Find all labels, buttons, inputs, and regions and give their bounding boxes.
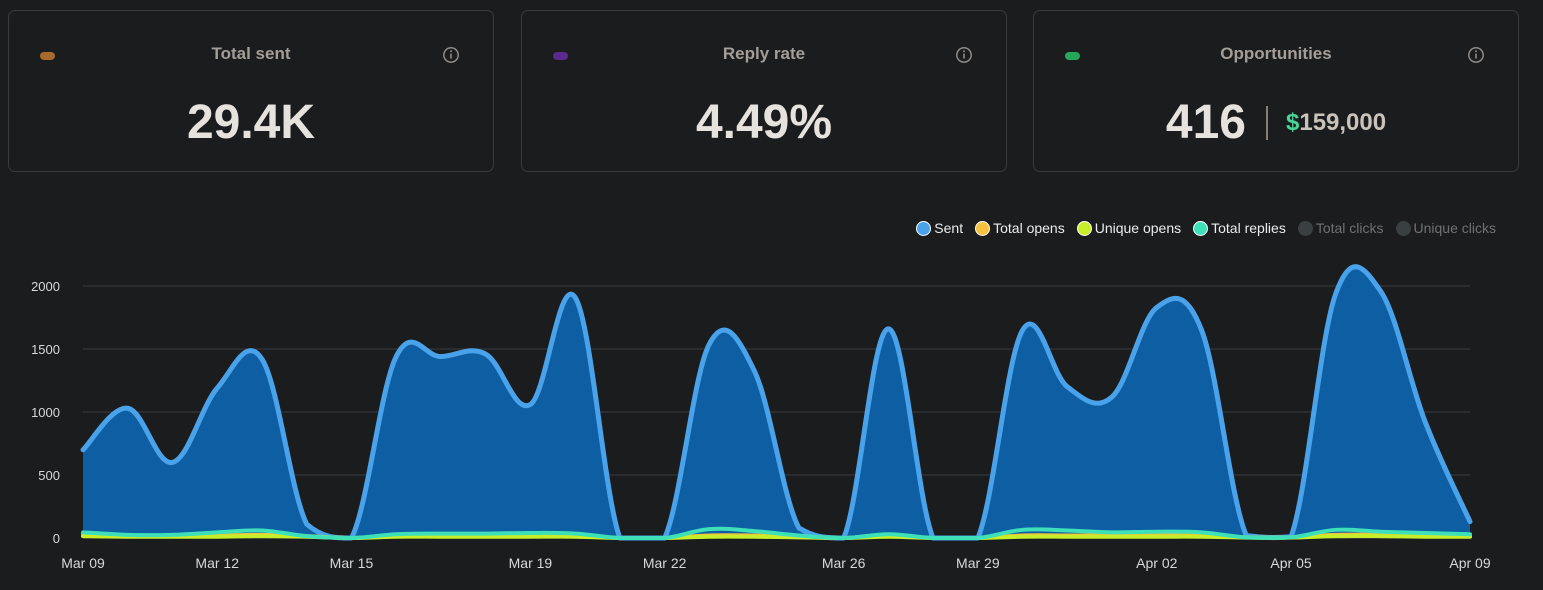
- info-icon[interactable]: [955, 46, 973, 64]
- x-tick-label: Apr 09: [1449, 555, 1490, 571]
- x-tick-label: Mar 22: [643, 555, 687, 571]
- reply-rate-color-indicator: [553, 52, 568, 60]
- total-sent-title: Total sent: [211, 44, 291, 63]
- legend-item-total-opens[interactable]: Total opens: [975, 220, 1065, 236]
- total-replies-line: [81, 526, 1472, 540]
- y-tick-label: 2000: [31, 279, 60, 294]
- legend-item-sent[interactable]: Sent: [916, 220, 963, 236]
- opportunities-card: Opportunities 416 $159,000: [1033, 10, 1519, 172]
- opportunities-value-row: 416 $159,000: [1034, 99, 1518, 147]
- currency-symbol: $: [1285, 109, 1300, 136]
- info-icon[interactable]: [442, 46, 460, 64]
- legend-label: Total clicks: [1315, 220, 1384, 236]
- unique-opens-line: [81, 533, 1472, 540]
- x-tick-label: Apr 02: [1136, 555, 1177, 571]
- legend-swatch: [1297, 220, 1313, 236]
- x-tick-label: Mar 15: [330, 555, 374, 571]
- legend-label: Sent: [934, 220, 964, 236]
- opportunities-amount: $159,000: [1286, 111, 1386, 135]
- opportunities-color-indicator: [1065, 52, 1080, 60]
- sent-line: [80, 264, 1473, 541]
- y-tick-label: 0: [53, 531, 60, 546]
- divider: [1265, 106, 1268, 140]
- total-sent-color-indicator: [40, 52, 55, 60]
- y-tick-label: 1000: [31, 405, 60, 420]
- x-tick-label: Mar 12: [195, 555, 239, 571]
- legend-label: Unique opens: [1094, 220, 1182, 236]
- legend-swatch: [1193, 220, 1209, 236]
- opportunities-count: 416: [1165, 96, 1246, 149]
- total-sent-value: 29.4K: [186, 96, 316, 149]
- sent-area: [83, 266, 1470, 538]
- x-tick-label: Apr 05: [1270, 555, 1311, 571]
- info-icon[interactable]: [1467, 46, 1485, 64]
- legend-item-unique-clicks[interactable]: Unique clicks: [1395, 220, 1496, 236]
- legend-label: Unique clicks: [1413, 220, 1496, 236]
- y-tick-label: 500: [38, 468, 60, 483]
- x-tick-label: Mar 09: [61, 555, 105, 571]
- legend-swatch: [975, 220, 991, 236]
- y-tick-label: 1500: [31, 342, 60, 357]
- x-tick-label: Mar 26: [822, 555, 866, 571]
- reply-rate-title: Reply rate: [722, 44, 806, 63]
- legend-swatch: [1395, 220, 1411, 236]
- total-sent-card: Total sent 29.4K: [8, 10, 494, 172]
- legend-swatch: [916, 220, 932, 236]
- legend-swatch: [1076, 220, 1092, 236]
- x-tick-label: Mar 29: [956, 555, 1000, 571]
- x-tick-label: Mar 19: [509, 555, 553, 571]
- reply-rate-card: Reply rate 4.49%: [521, 10, 1007, 172]
- reply-rate-value: 4.49%: [695, 96, 833, 149]
- amount-value: 159,000: [1299, 109, 1387, 136]
- legend-item-total-clicks[interactable]: Total clicks: [1297, 220, 1384, 236]
- chart-legend: Sent Total opens Unique opens Total replies…: [904, 220, 1496, 236]
- legend-label: Total opens: [993, 220, 1065, 236]
- total-opens-line: [81, 532, 1472, 540]
- legend-item-unique-opens[interactable]: Unique opens: [1076, 220, 1182, 236]
- legend-label: Total replies: [1211, 220, 1286, 236]
- legend-item-total-replies[interactable]: Total replies: [1193, 220, 1286, 236]
- opportunities-title: Opportunities: [1220, 44, 1332, 63]
